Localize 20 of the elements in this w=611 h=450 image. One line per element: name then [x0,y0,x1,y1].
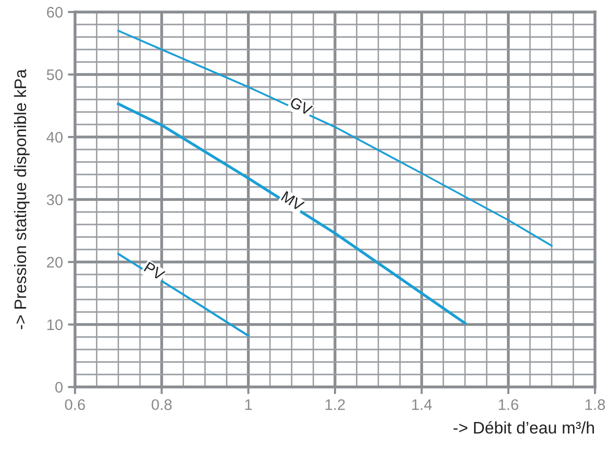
y-tick-label: 20 [46,256,63,268]
y-tick-label: 30 [46,194,63,206]
y-tick-label: 50 [46,69,63,80]
text: MV [280,191,305,212]
x-tick-label: 0.6 [64,399,85,410]
x-tick-label: 1 [245,399,252,410]
y-axis-title: -> Pression statique disponible kPa [14,69,30,330]
x-tick-label: 0.8 [152,399,172,410]
x-tick-label: 1.8 [586,399,605,410]
line-series [117,30,553,247]
y-tick-label: 0 [55,382,63,393]
y-tick-label: 10 [47,319,63,330]
x-tick-label: 1.6 [498,399,518,410]
y-tick-label: 60 [46,6,63,18]
x-axis-title: -> Débit d’eau m³/h [454,421,594,434]
text: PV [144,262,166,281]
x-tick-label: 1.4 [412,399,432,410]
x-tick-label: 1.2 [326,399,345,410]
y-tick-label: 40 [46,132,63,143]
text: GV [289,96,314,116]
